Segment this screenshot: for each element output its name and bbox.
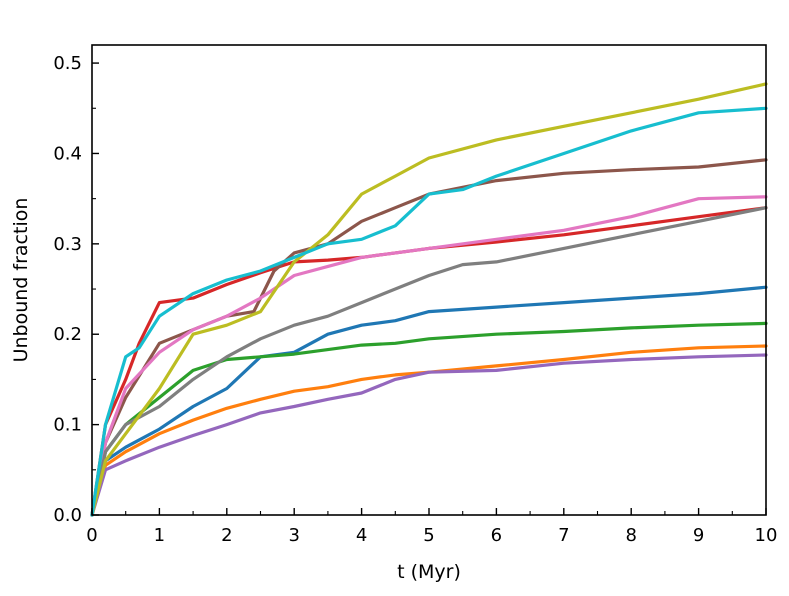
y-tick-label: 0.1: [53, 415, 82, 436]
y-tick-label: 0.4: [53, 143, 82, 164]
series-line-3: [90, 321, 768, 517]
x-tick-label: 1: [154, 525, 165, 546]
y-tick-label: 0.5: [53, 53, 82, 74]
series-line-5: [90, 353, 768, 517]
series-line-2: [90, 344, 768, 517]
x-tick-label: 9: [693, 525, 704, 546]
series-layer: [90, 82, 768, 517]
x-tick-label: 8: [625, 525, 636, 546]
x-tick-label: 6: [491, 525, 502, 546]
y-tick-label: 0.3: [53, 234, 82, 255]
x-tick-label: 4: [356, 525, 367, 546]
y-tick-label: 0.0: [53, 505, 82, 526]
x-axis-label: t (Myr): [397, 561, 461, 583]
x-tick-label: 10: [755, 525, 778, 546]
plot-frame: [91, 44, 767, 516]
series-line-4: [90, 206, 768, 517]
series-line-10: [90, 106, 768, 517]
x-tick-label: 2: [221, 525, 232, 546]
series-line-7: [90, 195, 768, 517]
x-tick-label: 3: [288, 525, 299, 546]
series-line-9: [90, 82, 768, 517]
x-tick-label: 7: [558, 525, 569, 546]
series-line-1: [90, 285, 768, 517]
series-line-8: [90, 206, 768, 517]
x-tick-label: 5: [423, 525, 434, 546]
ticks-layer: 0 1 2 3 4 5 6 7 8 9 10 0.0 0.1 0.2 0.3 0.4 0.5: [53, 53, 777, 546]
y-axis-label: Unbound fraction: [10, 198, 32, 363]
x-tick-label: 0: [86, 525, 97, 546]
y-tick-label: 0.2: [53, 324, 82, 345]
